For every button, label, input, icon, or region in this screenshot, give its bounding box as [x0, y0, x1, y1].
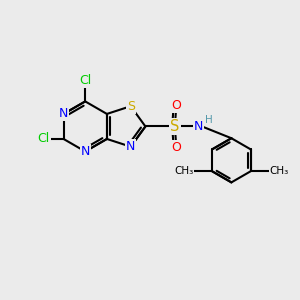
- Text: H: H: [205, 115, 212, 125]
- Text: N: N: [59, 107, 68, 120]
- Text: CH₃: CH₃: [174, 166, 193, 176]
- Text: Cl: Cl: [38, 133, 50, 146]
- Text: N: N: [194, 120, 203, 133]
- Text: CH₃: CH₃: [269, 166, 289, 176]
- Text: S: S: [127, 100, 135, 113]
- Text: S: S: [170, 119, 179, 134]
- Text: N: N: [80, 145, 90, 158]
- Text: N: N: [126, 140, 135, 153]
- Text: O: O: [171, 99, 181, 112]
- Text: Cl: Cl: [79, 74, 91, 87]
- Text: O: O: [171, 141, 181, 154]
